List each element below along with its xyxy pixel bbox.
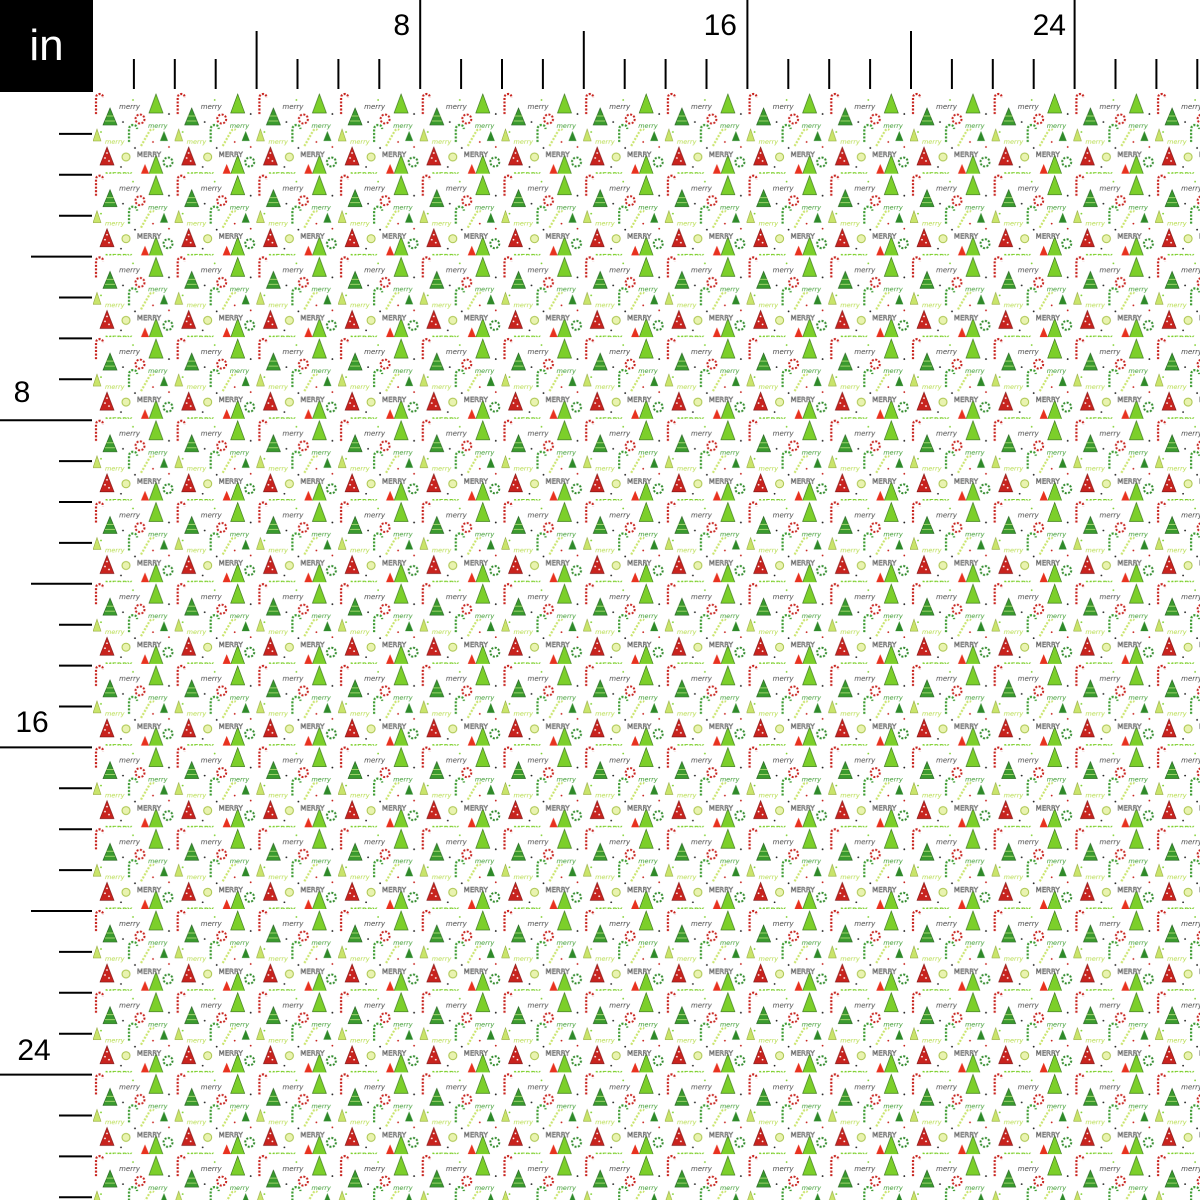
left-label-24: 24 bbox=[17, 1034, 50, 1067]
left-label-16: 16 bbox=[15, 706, 48, 739]
left-ruler bbox=[0, 132, 92, 1199]
top-ruler bbox=[132, 0, 1199, 89]
top-label-8: 8 bbox=[393, 9, 410, 42]
top-label-16: 16 bbox=[704, 9, 737, 42]
left-label-8: 8 bbox=[14, 376, 31, 409]
top-label-24: 24 bbox=[1033, 9, 1066, 42]
fabric-swatch: merry merry merry MERRY MERRY bbox=[93, 92, 1200, 1200]
unit-label: in bbox=[0, 0, 93, 92]
christmas-pattern bbox=[93, 92, 1200, 1200]
